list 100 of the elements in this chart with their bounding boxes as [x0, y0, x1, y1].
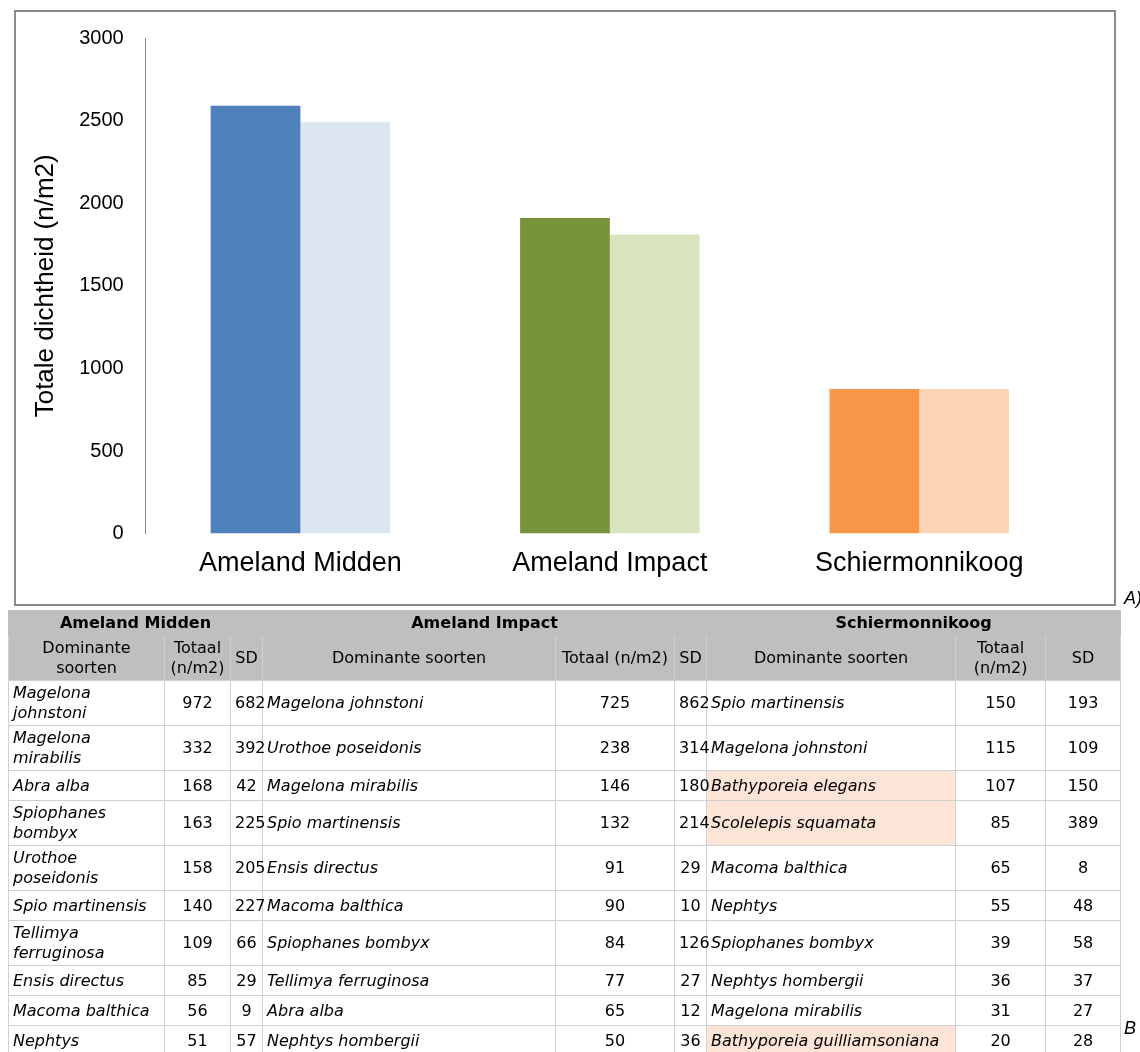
text: 163: [164, 800, 231, 846]
y-tick-label: 500: [90, 438, 124, 461]
text: 37: [1045, 965, 1121, 996]
text: 109: [164, 920, 231, 966]
text: 225: [230, 800, 266, 846]
text: Magelona mirabilis: [8, 725, 165, 771]
bar: [520, 218, 610, 534]
y-tick-label: 1500: [79, 273, 124, 296]
text: Totaal (n/m2): [955, 635, 1046, 681]
text: Nephtys hombergii: [262, 1025, 556, 1052]
text: Bathyporeia guilliamsoniana: [706, 1025, 956, 1052]
x-tick-label: Ameland Midden: [199, 547, 402, 578]
text: Spiophanes bombyx: [711, 933, 874, 952]
y-tick-label: 2500: [79, 108, 124, 131]
text: 9: [230, 995, 263, 1026]
text: 180: [674, 770, 710, 801]
text: 132: [555, 800, 675, 846]
text: 12: [674, 995, 707, 1026]
bar: [300, 122, 391, 534]
text: Ameland Midden: [8, 610, 263, 636]
text: Nephtys: [8, 1025, 165, 1052]
text: 58: [1045, 920, 1121, 966]
text: 193: [1045, 680, 1121, 726]
text: 146: [555, 770, 675, 801]
text: 56: [164, 995, 231, 1026]
text: 725: [555, 680, 675, 726]
text: 205: [230, 845, 266, 891]
text: 51: [164, 1025, 231, 1052]
text: 42: [230, 770, 263, 801]
text: Scolelepis squamata: [711, 813, 877, 832]
text: 392: [230, 725, 266, 771]
text: 10: [674, 890, 707, 921]
text: 65: [955, 845, 1046, 891]
text: 66: [230, 920, 263, 966]
text: 27: [1045, 995, 1121, 1026]
text: Totaal (n/m2): [555, 635, 675, 681]
text: 39: [955, 920, 1046, 966]
x-tick-label: Schiermonnikoog: [814, 547, 1024, 578]
text: Spiophanes bombyx: [262, 920, 556, 966]
text: 90: [555, 890, 675, 921]
text: 150: [955, 680, 1046, 726]
text: Magelona mirabilis: [706, 995, 956, 1026]
text: 227: [230, 890, 266, 921]
text: 158: [164, 845, 231, 891]
y-tick-label: 1000: [79, 355, 124, 378]
text: Magelona johnstoni: [711, 738, 868, 757]
text: Dominante soorten: [706, 635, 956, 681]
text: 8: [1045, 845, 1121, 891]
text: Nephtys hombergii: [706, 965, 956, 996]
text: Abra alba: [8, 770, 165, 801]
text: Macoma balthica: [8, 995, 165, 1026]
text: 36: [674, 1025, 707, 1052]
text: Spio martinensis: [8, 890, 165, 921]
text: 115: [955, 725, 1046, 771]
text: Tellimya ferruginosa: [8, 920, 165, 966]
text: 85: [164, 965, 231, 996]
text: Ensis directus: [267, 858, 379, 877]
text: Totaal (n/m2): [164, 635, 231, 681]
text: 28: [1045, 1025, 1121, 1052]
text: Magelona johnstoni: [8, 680, 165, 726]
text: 332: [164, 725, 231, 771]
text: Macoma balthica: [267, 895, 404, 915]
text: 29: [674, 845, 707, 891]
text: Abra alba: [262, 995, 556, 1026]
text: 389: [1045, 800, 1121, 846]
bar: [829, 389, 920, 534]
y-tick-label: 2000: [79, 190, 124, 213]
text: 65: [555, 995, 675, 1026]
bar: [609, 234, 700, 534]
text: 91: [555, 845, 675, 891]
text: Nephtys: [706, 890, 956, 921]
y-axis-title: Totale dichtheid (n/m2): [28, 154, 59, 418]
text: 214: [674, 800, 710, 846]
text: 27: [674, 965, 707, 996]
y-tick-label: 0: [112, 521, 124, 544]
text: 20: [955, 1025, 1046, 1052]
text: SD: [674, 635, 707, 681]
text: 31: [955, 995, 1046, 1026]
text: Macoma balthica: [706, 845, 956, 891]
text: Ameland Impact: [262, 610, 707, 636]
text: 107: [955, 770, 1046, 801]
text: SD: [1045, 635, 1121, 681]
text: Spio martinensis: [711, 693, 845, 712]
text: Magelona johnstoni: [267, 693, 424, 712]
text: Spio martinensis: [267, 813, 401, 832]
text: 36: [955, 965, 1046, 996]
text: 85: [955, 800, 1046, 846]
text: Tellimya ferruginosa: [262, 965, 556, 996]
text: 238: [555, 725, 675, 771]
bar: [210, 105, 301, 534]
text: SD: [230, 635, 263, 681]
text: Dominante soorten: [262, 635, 556, 681]
text: 862: [674, 680, 710, 726]
text: Urothoe poseidonis: [8, 845, 165, 891]
text: Urothoe poseidonis: [267, 738, 422, 757]
bar: [919, 389, 1010, 534]
text: 126: [674, 920, 710, 966]
text: 29: [230, 965, 263, 996]
text: 57: [230, 1025, 263, 1052]
text: Spiophanes bombyx: [8, 800, 165, 846]
